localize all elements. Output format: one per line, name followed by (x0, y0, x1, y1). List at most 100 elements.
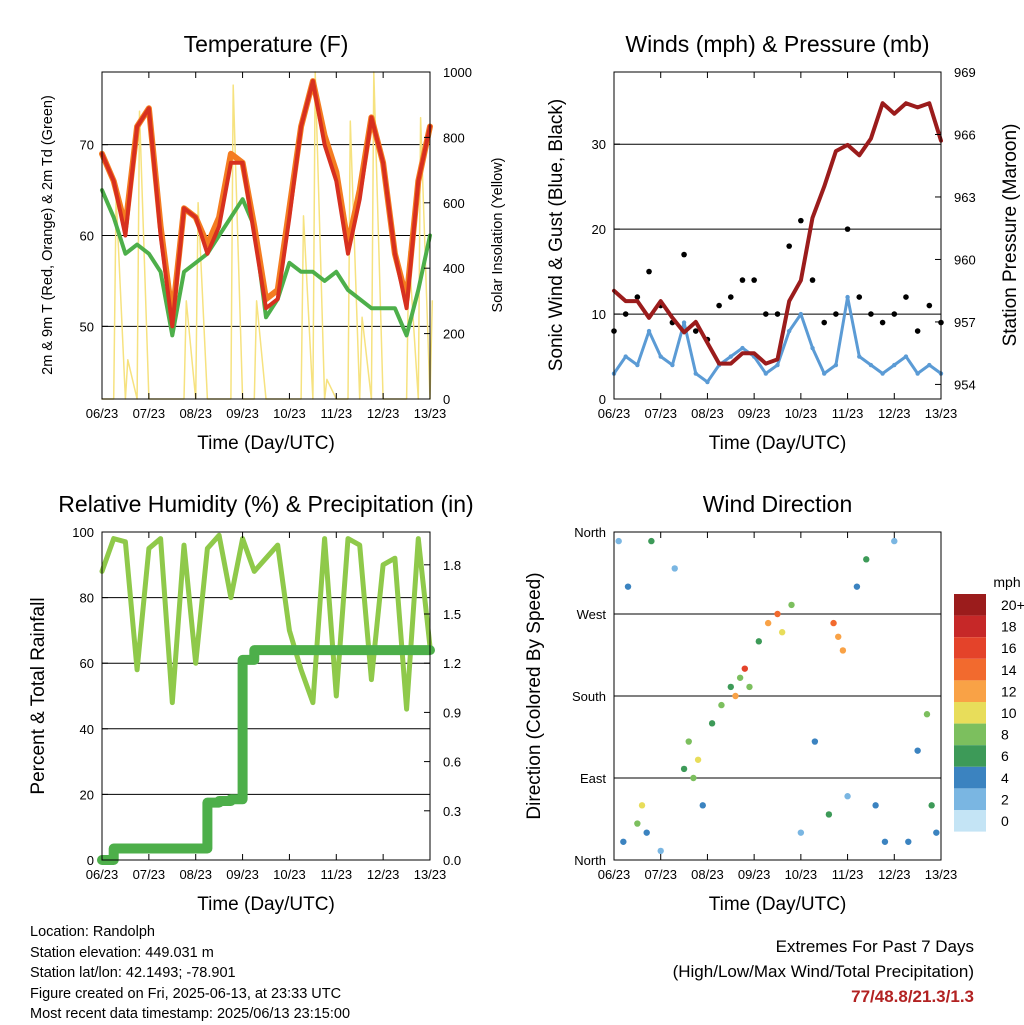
created-text: Figure created on Fri, 2025-06-13, at 23… (30, 985, 342, 1002)
y2-tick-label: 200 (443, 327, 465, 342)
wind-point (880, 371, 885, 376)
y2-tick-label: 969 (954, 65, 976, 80)
wind-point (740, 345, 745, 351)
wind-point (868, 362, 874, 368)
direction-point (928, 802, 935, 809)
x-tick-label: 09/23 (226, 406, 259, 421)
x-axis-label: Time (Day/UTC) (197, 433, 335, 454)
wind-point (670, 362, 675, 368)
direction-point (923, 711, 931, 718)
station-info: Location: Randolph Station elevation: 44… (30, 922, 350, 1025)
gust-point (646, 268, 652, 275)
wind-point (927, 362, 932, 368)
wind-point (763, 371, 769, 376)
wind-point (822, 371, 827, 376)
x-tick-label: 12/23 (878, 406, 911, 421)
direction-point (741, 665, 748, 672)
gust-point (692, 328, 699, 334)
pressure-line (612, 101, 943, 366)
direction-point (746, 683, 753, 691)
gust-point (681, 251, 687, 258)
direction-point (727, 683, 734, 691)
colorbar-label: 2 (1001, 791, 1009, 807)
direction-point (736, 674, 744, 681)
y-tick-label: West (577, 607, 607, 622)
direction-point (811, 738, 819, 745)
y-axis-label: Direction (Colored By Speed) (524, 572, 545, 819)
y2-tick-label: 957 (954, 315, 976, 330)
x-tick-label: 12/23 (367, 867, 400, 882)
direction-point (863, 556, 870, 563)
x-tick-label: 06/23 (598, 406, 631, 421)
y2-tick-label: 400 (443, 261, 465, 276)
x-tick-label: 09/23 (226, 867, 259, 882)
x-tick-label: 11/23 (320, 406, 352, 421)
y-tick-label: 20 (80, 787, 94, 802)
direction-point (680, 765, 688, 773)
wind-point (635, 362, 640, 368)
direction-point (708, 720, 716, 727)
wind-point (903, 354, 909, 359)
direction-point (797, 829, 805, 836)
colorbar-label: 16 (1001, 640, 1017, 656)
extremes-title: Extremes For Past 7 Days (775, 937, 974, 956)
gust-point (833, 311, 839, 317)
y2-tick-label: 0.6 (443, 755, 461, 770)
wind-point (786, 328, 792, 334)
wind-point (646, 328, 652, 334)
y-tick-label: East (580, 771, 606, 786)
gust-point (751, 277, 757, 283)
x-tick-label: 11/23 (832, 867, 864, 882)
x-tick-label: 13/23 (925, 867, 958, 882)
wind-point (833, 362, 839, 368)
y2-tick-label: 1.8 (443, 558, 461, 573)
direction-point (671, 565, 678, 572)
wind-point (810, 345, 815, 351)
y-axis-label: Percent & Total Rainfall (28, 597, 49, 794)
x-tick-label: 06/23 (86, 406, 119, 421)
elevation-text: Station elevation: 449.031 m (30, 944, 214, 961)
colorbar-swatch (954, 680, 986, 702)
direction-point (620, 838, 627, 845)
direction-point (694, 756, 702, 763)
direction-point (699, 802, 706, 809)
x-tick-label: 12/23 (878, 867, 911, 882)
x-tick-label: 08/23 (691, 406, 724, 421)
direction-point (778, 629, 786, 636)
extremes-values: 77/48.8/21.3/1.3 (851, 987, 974, 1006)
recent-timestamp-text: Most recent data timestamp: 2025/06/13 2… (30, 1006, 351, 1022)
y-tick-label: 10 (592, 307, 606, 322)
x-tick-label: 13/23 (414, 867, 447, 882)
y2-tick-label: 800 (443, 130, 465, 145)
gust-point (926, 302, 933, 309)
colorbar-swatch (954, 658, 986, 681)
colorbar-title: mph (993, 574, 1020, 590)
extremes-block: Extremes For Past 7 Days (High/Low/Max W… (673, 934, 974, 1009)
y-tick-label: 50 (80, 319, 94, 334)
y-tick-label: 70 (80, 138, 94, 153)
plot-frame (613, 71, 942, 400)
colorbar-swatch (954, 745, 986, 767)
x-tick-label: 07/23 (644, 406, 677, 421)
direction-point (690, 774, 697, 782)
colorbar-label: 6 (1001, 748, 1009, 764)
x-tick-label: 12/23 (367, 406, 400, 421)
y2-tick-label: 0.0 (443, 853, 461, 868)
colorbar-swatch (954, 766, 986, 789)
x-tick-label: 08/23 (179, 406, 212, 421)
x-tick-label: 06/23 (86, 867, 119, 882)
x-tick-label: 07/23 (133, 867, 166, 882)
x-tick-label: 13/23 (925, 406, 958, 421)
dewpoint-line (100, 188, 432, 338)
extremes-subtitle: (High/Low/Max Wind/Total Precipitation) (672, 962, 974, 981)
y-tick-label: North (574, 853, 606, 868)
y2-tick-label: 0.9 (443, 705, 461, 720)
y-axis-label: Sonic Wind & Gust (Blue, Black) (546, 99, 567, 371)
y-tick-label: 40 (80, 722, 94, 737)
gust-point (903, 294, 909, 300)
gust-point (763, 311, 769, 317)
direction-point (905, 838, 912, 845)
colorbar-label: 14 (1001, 662, 1017, 678)
direction-point (825, 811, 833, 818)
